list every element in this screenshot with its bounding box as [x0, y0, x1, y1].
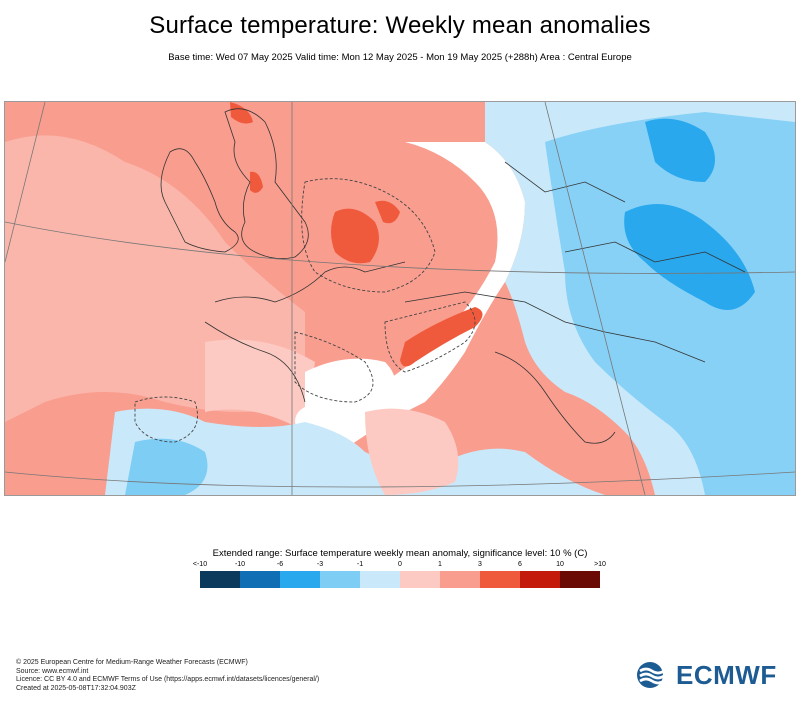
graticule [5, 102, 795, 495]
strong-cold-area-baltic [645, 118, 715, 182]
coastlines [160, 108, 746, 444]
legend-swatch [200, 571, 240, 588]
strong-warm-spot-2 [250, 171, 263, 193]
anomaly-map[interactable] [4, 101, 796, 496]
legend-swatch [480, 571, 520, 588]
legend-colorbar [200, 571, 600, 588]
footer-source: Source: www.ecmwf.int [16, 667, 89, 675]
ecmwf-logo-icon [637, 662, 665, 688]
legend-label: 3 [478, 561, 482, 568]
sardinia-warm-area [365, 408, 459, 495]
legend-swatch [280, 571, 320, 588]
legend-label: <-10 [192, 561, 208, 568]
legend-swatch [400, 571, 440, 588]
map-canvas [5, 102, 795, 495]
strong-warm-benelux [331, 208, 379, 264]
strong-cold-area-poland [624, 204, 755, 310]
legend-swatch [440, 571, 480, 588]
legend-swatch [240, 571, 280, 588]
neutral-area-france [305, 358, 395, 416]
legend-label: -1 [356, 561, 364, 568]
iberia-cool-area [125, 438, 208, 495]
legend-label: -6 [276, 561, 284, 568]
footer-created: Created at 2025-05-08T17:32:04.903Z [16, 684, 136, 692]
legend-labels: <-10 -10 -6 -3 -1 0 1 3 6 10 >10 [193, 561, 606, 571]
legend-swatch [320, 571, 360, 588]
legend-label: 10 [556, 561, 564, 568]
legend-swatch [360, 571, 400, 588]
strong-warm-spot-1 [375, 200, 400, 224]
legend-label: -10 [234, 561, 246, 568]
legend-label: -3 [316, 561, 324, 568]
ecmwf-logo[interactable]: ECMWF [636, 660, 786, 690]
footer-copyright: © 2025 European Centre for Medium-Range … [16, 659, 248, 666]
legend-swatch [520, 571, 560, 588]
italy-warm-area [495, 352, 585, 446]
moderate-cold-area [545, 112, 795, 495]
page-subtitle: Base time: Wed 07 May 2025 Valid time: M… [168, 52, 632, 63]
ecmwf-logo-text: ECMWF [676, 659, 777, 690]
page-title: Surface temperature: Weekly mean anomali… [149, 12, 651, 39]
legend-label: 0 [398, 561, 402, 568]
legend-swatch [560, 571, 600, 588]
footer-credits: © 2025 European Centre for Medium-Range … [16, 659, 319, 693]
significance-contours [134, 178, 476, 443]
pale-warm-area-biscay [205, 339, 315, 432]
strong-warm-spot-3 [230, 102, 253, 124]
legend-label: >10 [594, 561, 606, 568]
legend-label: 1 [438, 561, 442, 568]
mediterranean-cool-area [105, 408, 605, 495]
footer-licence: Licence: CC BY 4.0 and ECMWF Terms of Us… [16, 676, 320, 684]
legend-title: Extended range: Surface temperature week… [212, 548, 588, 559]
strong-warm-alps [400, 307, 483, 367]
legend-label: 6 [518, 561, 522, 568]
